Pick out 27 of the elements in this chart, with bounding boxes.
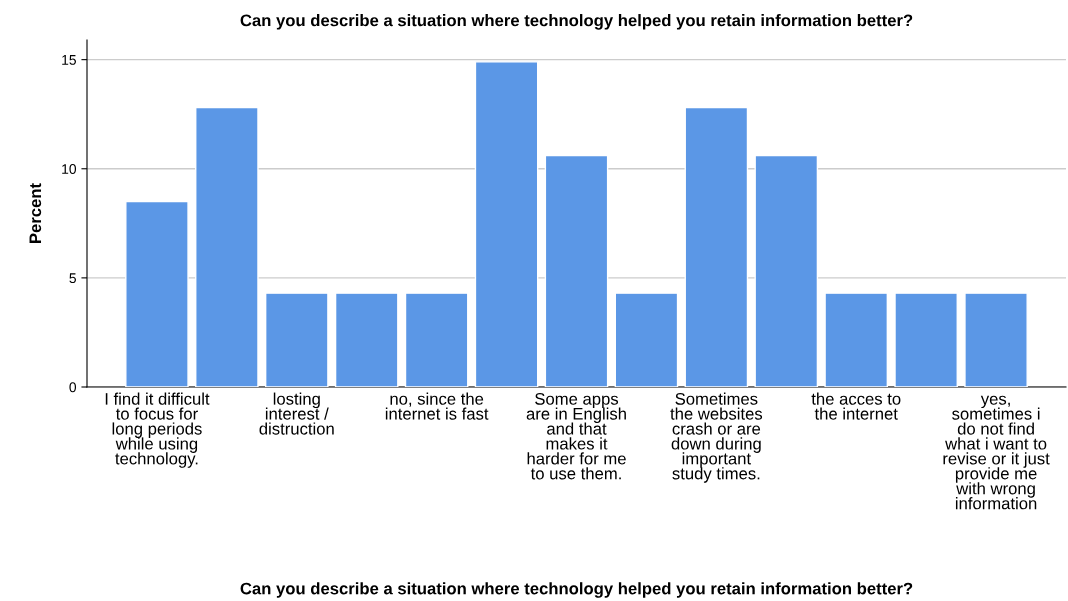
chart-title: Can you describe a situation where technology helped you retain information better? [240,14,913,30]
bar [404,292,469,387]
y-tick-label: 0 [69,382,77,393]
bar [264,292,329,387]
x-tick-label: yes, sometimes i do not find what i want to revise or it just provide me with wrong information [943,395,1050,510]
bar [125,200,189,387]
x-tick-label: Sometimes the websites crash or are down during important study times. [670,392,763,483]
x-tick-label: the acces to the internet [811,392,901,420]
x-axis-title: Can you describe a situation where technology helped you retain information better? [240,582,913,598]
y-tick-label: 5 [69,273,76,284]
x-tick-label: losting interest / distruction [259,392,334,435]
bar [684,106,749,387]
bar [474,61,539,387]
x-tick-label: no, since the internet is fast [385,392,489,420]
y-tick-label: 10 [62,164,77,174]
bar [964,292,1028,387]
bar [195,106,259,387]
x-tick-label: I find it difficult to focus for long periods while using technology. [105,392,210,468]
bar [894,292,958,387]
y-axis-title: Percent [29,183,42,243]
bar [544,154,609,387]
x-tick-label: Some apps are in English and that makes it harder for me to use them. [526,393,626,480]
bar [614,292,679,387]
y-tick-label: 15 [62,55,76,65]
bar [754,154,819,387]
bar [824,292,889,387]
bar [334,292,399,387]
